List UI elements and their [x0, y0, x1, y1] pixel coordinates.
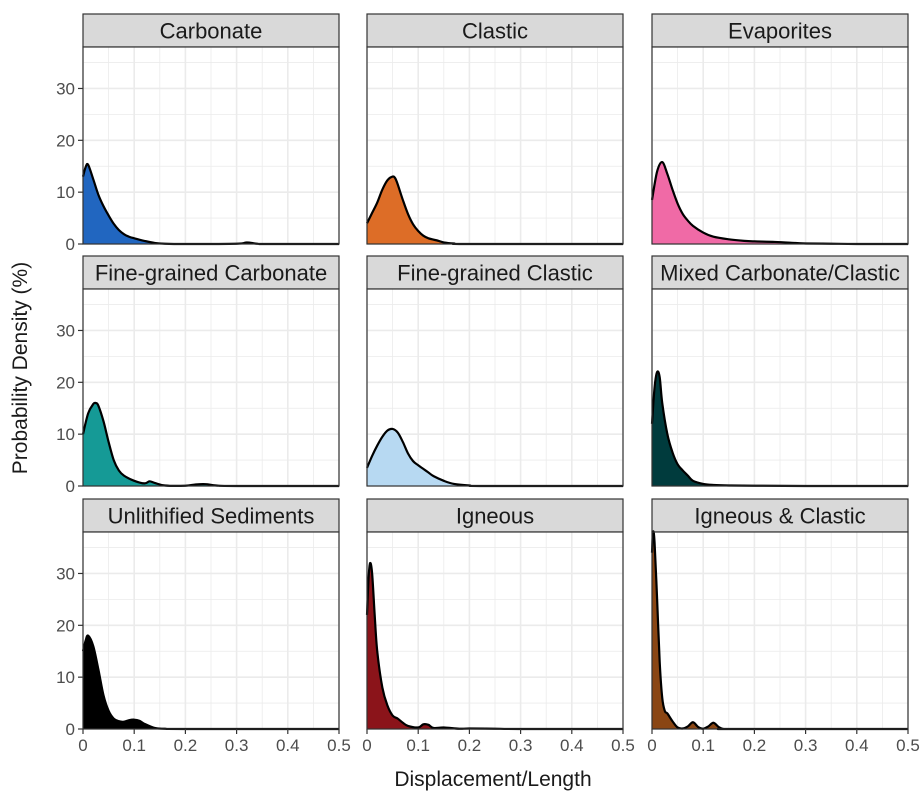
panel-igneous: Igneous 0 0.1 0.2 0.3 0.4 0.5 — [362, 498, 635, 755]
density-area — [652, 371, 908, 486]
x-tick-label: 0 — [362, 736, 371, 755]
x-tick-label: 0.5 — [611, 736, 635, 755]
y-tick-label: 20 — [56, 616, 75, 635]
density-outline — [366, 175, 623, 246]
strip-background — [82, 13, 340, 48]
strip-label: Igneous — [456, 504, 534, 529]
density-outline — [365, 427, 623, 488]
x-tick-label: 0.4 — [276, 736, 300, 755]
strip-background — [366, 255, 624, 290]
y-tick-label: 20 — [56, 373, 75, 392]
density-area — [83, 163, 339, 244]
strip-background — [82, 498, 340, 533]
strip-background — [651, 255, 909, 290]
panel-border — [82, 531, 340, 730]
panel-mixed-carbonate-clastic: Mixed Carbonate/Clastic — [650, 255, 909, 488]
panel-clastic: Clastic — [366, 13, 624, 246]
density-outline — [650, 530, 908, 731]
density-area — [83, 402, 339, 486]
x-tick-label: 0.3 — [509, 736, 533, 755]
x-tick-label: 0.2 — [458, 736, 482, 755]
density-area — [367, 428, 623, 486]
x-axis-title: Displacement/Length — [394, 768, 591, 791]
y-tick-label: 0 — [66, 477, 75, 496]
x-tick-label: 0.4 — [560, 736, 584, 755]
y-tick-label: 10 — [56, 425, 75, 444]
strip-label: Evaporites — [728, 19, 832, 44]
x-tick-label: 0.3 — [225, 736, 249, 755]
y-axis-title: Probability Density (%) — [9, 262, 32, 474]
y-tick-label: 20 — [56, 131, 75, 150]
strip-label: Fine-grained Clastic — [397, 261, 593, 286]
panel-border — [82, 288, 340, 487]
density-area — [652, 162, 908, 244]
x-tick-label: 0.2 — [743, 736, 767, 755]
strip-background — [82, 255, 340, 290]
x-tick-label: 0.1 — [122, 736, 146, 755]
panel-fine-grained-carbonate: Fine-grained Carbonate 0 10 20 30 — [56, 255, 340, 496]
y-tick-label: 0 — [66, 235, 75, 254]
panel-fine-grained-clastic: Fine-grained Clastic — [365, 255, 624, 488]
strip-label: Igneous & Clastic — [694, 504, 865, 529]
panel-border — [366, 46, 624, 245]
strip-background — [651, 498, 909, 533]
panel-unlithified-sediments: Unlithified Sediments 0 10 20 30 0 0.1 0.2 0.3 0.… — [56, 498, 351, 755]
y-tick-label: 30 — [56, 564, 75, 583]
panel-border — [651, 531, 909, 730]
panel-border — [366, 531, 624, 730]
x-tick-label: 0.2 — [174, 736, 198, 755]
x-tick-label: 0.3 — [794, 736, 818, 755]
density-area — [367, 176, 623, 244]
panel-evaporites: Evaporites — [650, 13, 909, 246]
x-tick-label: 0.4 — [845, 736, 869, 755]
x-tick-label: 0.1 — [406, 736, 430, 755]
density-outline — [81, 401, 339, 488]
x-tick-label: 0.5 — [327, 736, 351, 755]
y-tick-label: 10 — [56, 668, 75, 687]
y-tick-label: 0 — [66, 720, 75, 739]
x-tick-label: 0 — [78, 736, 87, 755]
strip-label: Fine-grained Carbonate — [95, 261, 327, 286]
panel-border — [651, 46, 909, 245]
panel-border — [651, 288, 909, 487]
y-tick-label: 30 — [56, 321, 75, 340]
strip-label: Mixed Carbonate/Clastic — [660, 261, 900, 286]
density-outline — [81, 162, 339, 246]
x-tick-label: 0.5 — [896, 736, 920, 755]
strip-label: Clastic — [462, 19, 528, 44]
strip-label: Carbonate — [160, 19, 263, 44]
x-tick-label: 0.1 — [691, 736, 715, 755]
panel-carbonate: Carbonate 0 10 20 30 — [56, 13, 340, 254]
density-area — [83, 635, 339, 729]
strip-background — [651, 13, 909, 48]
panel-border — [366, 288, 624, 487]
panel-igneous-clastic: Igneous & Clastic 0 0.1 0.2 0.3 0.4 0.5 — [647, 498, 920, 755]
strip-background — [366, 13, 624, 48]
y-tick-label: 30 — [56, 79, 75, 98]
y-tick-label: 10 — [56, 183, 75, 202]
panel-border — [82, 46, 340, 245]
strip-label: Unlithified Sediments — [108, 504, 315, 529]
x-tick-label: 0 — [647, 736, 656, 755]
